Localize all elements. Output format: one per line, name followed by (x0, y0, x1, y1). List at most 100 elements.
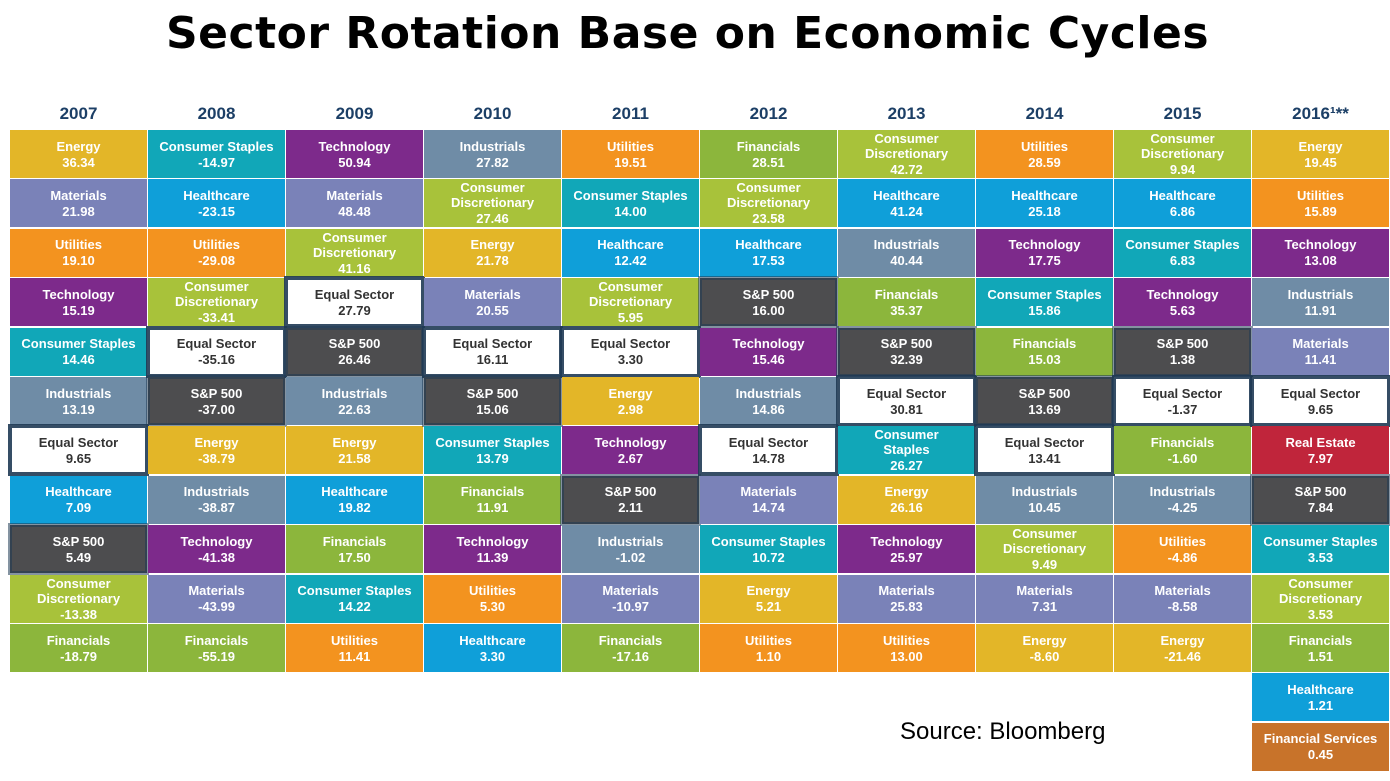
sector-cell: Financials 11.91 (424, 475, 561, 524)
sector-label: Utilities (745, 632, 792, 648)
sector-label: S&P 500 (742, 286, 795, 302)
sector-value: 3.53 (1307, 549, 1334, 565)
sector-label: Industrials (873, 237, 940, 253)
sector-cell: Technology 5.63 (1114, 278, 1251, 327)
sector-label: Industrials (183, 484, 250, 500)
sector-value: -29.08 (198, 253, 235, 269)
sector-value: 3.30 (479, 648, 506, 664)
sector-cell: Utilities 19.10 (10, 228, 147, 277)
sector-value: -38.79 (198, 450, 235, 466)
sector-value: 36.34 (62, 154, 95, 170)
sector-label: Healthcare (735, 237, 802, 253)
sector-cell: Energy -21.46 (1114, 624, 1251, 672)
sector-cell: Healthcare 41.24 (838, 179, 975, 228)
sector-value: 21.58 (338, 450, 371, 466)
sector-cell: Equal Sector 27.79 (286, 278, 423, 327)
sector-label: Consumer Staples (1125, 237, 1240, 253)
sector-cell: Technology 15.46 (700, 327, 837, 376)
sector-label: Industrials (321, 385, 388, 401)
sector-value: 7.31 (1031, 599, 1058, 615)
sector-value: 13.69 (1028, 401, 1061, 417)
sector-value: -55.19 (198, 648, 235, 664)
sector-label: Financial Services (1263, 731, 1378, 747)
sector-cell: Healthcare 7.09 (10, 475, 147, 524)
sector-value: 1.51 (1307, 648, 1334, 664)
sector-value: 7.09 (65, 500, 92, 516)
year-header: 2009 (335, 104, 374, 123)
sector-cell: Consumer Discretionary 3.53 (1252, 574, 1389, 623)
sector-cell: Utilities 15.89 (1252, 179, 1389, 228)
sector-cell: Industrials -4.25 (1114, 475, 1251, 524)
sector-cell: S&P 500 13.69 (976, 377, 1113, 425)
sector-label: Materials (464, 286, 521, 302)
sector-label: Energy (1160, 632, 1205, 648)
sector-cell: Utilities 11.41 (286, 624, 423, 672)
sector-cell: S&P 500 5.49 (10, 525, 147, 574)
sector-value: 19.45 (1304, 154, 1337, 170)
sector-value: 26.16 (890, 500, 923, 516)
sector-cell: Industrials 11.91 (1252, 278, 1389, 327)
sector-label: S&P 500 (52, 533, 105, 549)
sector-value: 16.11 (476, 352, 509, 368)
sector-value: 48.48 (338, 203, 371, 219)
sector-cell: Equal Sector -35.16 (148, 327, 285, 376)
sector-cell: Technology 2.67 (562, 426, 699, 475)
sector-value: 17.75 (1028, 253, 1061, 269)
sector-value: 13.00 (890, 648, 923, 664)
sector-label: Consumer Discretionary (864, 131, 949, 161)
sector-label: Energy (1298, 138, 1343, 154)
sector-cell: Financials -17.16 (562, 624, 699, 672)
sector-value: -37.00 (198, 401, 235, 417)
sector-label: Consumer Discretionary (312, 229, 397, 260)
sector-value: 19.51 (614, 154, 647, 170)
sector-label: Healthcare (183, 187, 250, 203)
sector-cell: Consumer Staples 14.46 (10, 327, 147, 376)
sector-value: -18.79 (60, 648, 97, 664)
sector-value: 35.37 (890, 302, 923, 318)
sector-label: Financials (598, 632, 663, 648)
sector-label: S&P 500 (190, 385, 243, 401)
sector-label: Healthcare (597, 237, 664, 253)
sector-value: 21.98 (62, 203, 95, 219)
sector-value: 5.63 (1169, 302, 1196, 318)
sector-cell: Industrials 27.82 (424, 130, 561, 178)
sector-cell: Healthcare 1.21 (1252, 673, 1389, 722)
sector-value: 14.00 (614, 203, 647, 219)
sector-value: -8.60 (1029, 648, 1060, 664)
sector-value: -1.02 (615, 549, 646, 565)
sector-value: 1.38 (1169, 352, 1196, 368)
sector-cell: S&P 500 2.11 (562, 475, 699, 524)
sector-cell: Energy 2.98 (562, 377, 699, 425)
sector-label: Consumer Staples (987, 286, 1102, 302)
sector-cell: Consumer Staples 26.27 (838, 426, 975, 475)
sector-cell: Consumer Discretionary 9.49 (976, 525, 1113, 574)
sector-label: Healthcare (321, 484, 388, 500)
year-header: 2008 (197, 104, 236, 123)
sector-label: Materials (1154, 583, 1211, 599)
sector-cell: Equal Sector 14.78 (700, 426, 837, 475)
sector-cell: Consumer Staples 15.86 (976, 278, 1113, 327)
sector-label: Financials (322, 533, 387, 549)
sector-cell: Consumer Staples -14.97 (148, 130, 285, 178)
sector-label: Utilities (55, 237, 102, 253)
sector-label: Energy (332, 434, 377, 450)
year-header: 2010 (473, 104, 512, 123)
sector-value: 27.46 (476, 211, 509, 227)
sector-cell: Technology 13.08 (1252, 228, 1389, 277)
sector-cell: Financials 28.51 (700, 130, 837, 178)
sector-value: -13.38 (60, 606, 97, 622)
sector-label: Industrials (735, 385, 802, 401)
sector-cell: Consumer Staples 14.22 (286, 574, 423, 623)
sector-cell: Consumer Discretionary 41.16 (286, 228, 423, 277)
sector-label: Consumer Staples (435, 434, 550, 450)
sector-label: Materials (188, 583, 245, 599)
sector-cell: Energy -38.79 (148, 426, 285, 475)
sector-cell: Consumer Discretionary 42.72 (838, 130, 975, 178)
sector-value: -33.41 (198, 310, 235, 326)
sector-value: 3.30 (617, 352, 644, 368)
sector-value: -8.58 (1167, 599, 1198, 615)
sector-value: 41.24 (890, 203, 923, 219)
sector-value: 6.83 (1169, 253, 1196, 269)
sector-cell: Healthcare -23.15 (148, 179, 285, 228)
sector-label: Healthcare (459, 632, 526, 648)
